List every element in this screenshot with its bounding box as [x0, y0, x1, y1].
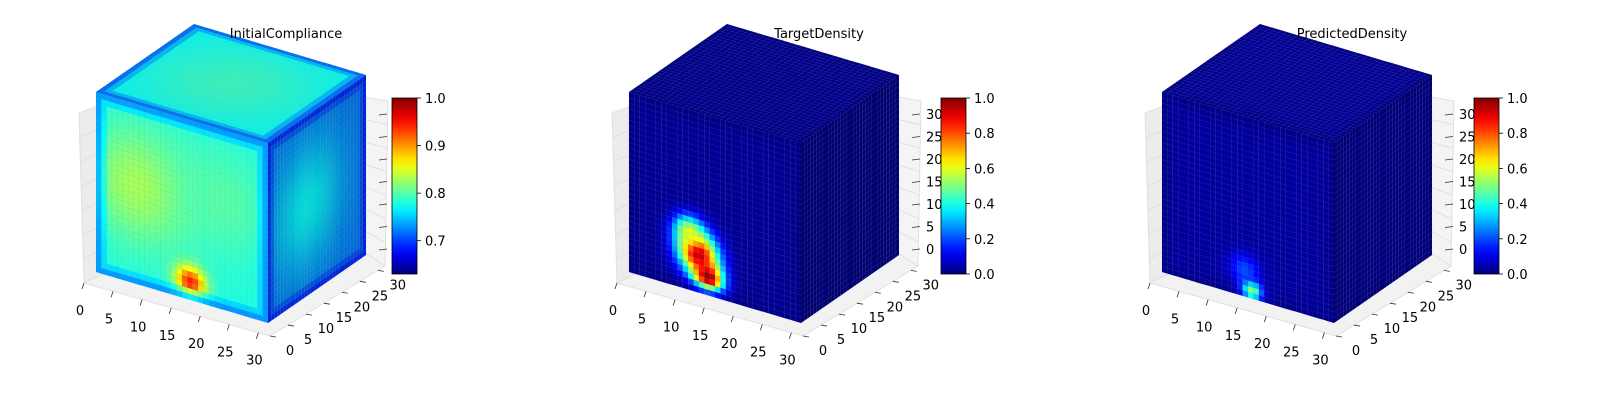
y-tick-label: 5	[304, 333, 312, 348]
y-tick-mark	[269, 335, 277, 338]
x-tick-mark	[110, 291, 114, 298]
x-tick-mark	[255, 332, 259, 339]
z-tick-mark	[378, 136, 388, 138]
z-tick-mark	[378, 113, 388, 116]
y-tick-mark	[359, 280, 366, 283]
x-tick-mark	[168, 307, 172, 314]
colorbar: 0.7 0.8 0.9 1.0	[391, 92, 446, 275]
chart-target-density: TargetDensity051015202530051015202530051…	[609, 23, 995, 369]
z-tick-mark	[378, 158, 388, 161]
y-tick-label: 20	[354, 300, 371, 315]
y-tick-label: 25	[372, 289, 389, 304]
cube-top-face	[95, 23, 367, 144]
y-tick-mark	[323, 302, 330, 305]
panel-initial-compliance: InitialCompliance 0 5 10 15 20 25 30 0 5 10 15 20 25 3…	[0, 0, 533, 400]
z-axis	[378, 113, 388, 251]
y-tick-label: 15	[336, 311, 353, 326]
x-tick-label: 0	[76, 304, 84, 319]
cube-front-face	[628, 91, 802, 324]
x-tick-label: 20	[188, 337, 205, 352]
x-tick-mark	[197, 315, 201, 323]
z-tick-mark	[378, 181, 388, 183]
side-voxel	[362, 249, 367, 258]
x-tick-label: 5	[105, 312, 113, 327]
x-tick-mark	[81, 282, 85, 290]
colorbar-tick-label: 1.0	[425, 92, 446, 107]
y-tick-label: 30	[390, 278, 407, 293]
colorbar-tick-label: 0.8	[425, 187, 446, 202]
y-tick-mark	[305, 313, 313, 316]
z-tick-mark	[378, 203, 388, 206]
x-tick-label: 25	[217, 345, 234, 360]
colorbar-gradient	[391, 97, 418, 275]
z-tick-mark	[378, 248, 388, 251]
x-tick-label: 15	[159, 329, 176, 344]
y-tick-mark	[287, 324, 295, 327]
colorbar-tick-label: 0.7	[425, 235, 446, 250]
y-tick-mark	[377, 269, 384, 272]
x-tick-mark	[226, 324, 230, 331]
cube-side-face	[267, 74, 367, 324]
x-tick-mark	[139, 299, 143, 306]
cube-front-face	[95, 91, 269, 324]
x-axis: 0 5 10 15 20 25 30	[76, 282, 263, 369]
y-tick-label: 10	[318, 322, 335, 337]
y-tick-label: 0	[286, 344, 294, 359]
x-tick-label: 10	[130, 321, 147, 336]
y-tick-mark	[341, 291, 348, 294]
x-tick-label: 30	[246, 354, 263, 369]
chart-initial-compliance: InitialCompliance05101520253005101520253…	[76, 23, 446, 369]
chart-title: InitialCompliance	[230, 27, 343, 42]
z-tick-mark	[378, 226, 388, 228]
colorbar-tick-label: 0.9	[425, 140, 446, 155]
panel-target-density: TargetDensity 0 5 10 15 20 25 30 0 5 10 15 20 25 30 0 5 1…	[533, 0, 1066, 400]
